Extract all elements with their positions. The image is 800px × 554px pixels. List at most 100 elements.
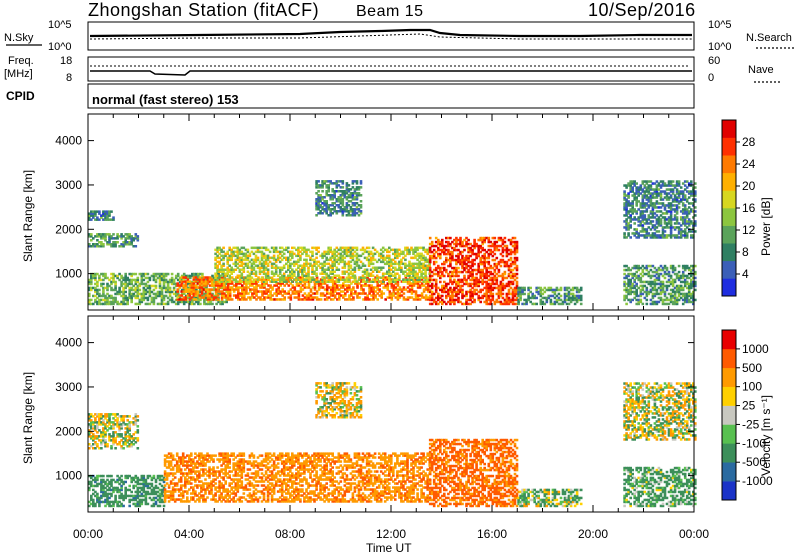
echo-cell bbox=[683, 264, 687, 268]
echo-cell bbox=[461, 302, 464, 306]
echo-cell bbox=[655, 200, 659, 203]
echo-cell bbox=[337, 262, 341, 266]
echo-cell bbox=[335, 186, 339, 189]
echo-cell bbox=[301, 274, 304, 277]
echo-cell bbox=[92, 302, 95, 306]
echo-cell bbox=[386, 296, 390, 299]
echo-cell bbox=[381, 274, 385, 277]
echo-cell bbox=[565, 302, 569, 306]
echo-cell bbox=[509, 256, 513, 260]
echo-cell bbox=[230, 252, 233, 256]
echo-cell bbox=[355, 208, 359, 211]
echo-cell bbox=[382, 282, 385, 285]
echo-cell bbox=[430, 254, 434, 258]
echo-cell bbox=[352, 286, 355, 289]
echo-cell bbox=[692, 296, 695, 300]
echo-cell bbox=[343, 208, 347, 211]
echo-cell bbox=[144, 282, 148, 286]
echo-cell bbox=[543, 286, 547, 290]
echo-cell bbox=[471, 258, 474, 262]
echo-cell bbox=[180, 298, 183, 301]
echo-cell bbox=[443, 244, 446, 248]
echo-cell bbox=[649, 222, 653, 225]
echo-cell bbox=[106, 292, 109, 296]
echo-cell bbox=[633, 192, 636, 195]
echo-cell bbox=[323, 250, 326, 254]
echo-cell bbox=[679, 276, 683, 280]
echo-cell bbox=[170, 290, 174, 294]
echo-cell bbox=[236, 262, 240, 266]
echo-cell bbox=[240, 272, 244, 275]
echo-cell bbox=[120, 235, 123, 238]
echo-cell bbox=[447, 290, 450, 294]
echo-cell bbox=[432, 248, 436, 252]
echo-cell bbox=[681, 222, 685, 225]
echo-cell bbox=[280, 278, 284, 281]
echo-cell bbox=[631, 212, 634, 215]
echo-cell bbox=[511, 280, 515, 284]
echo-cell bbox=[254, 274, 258, 277]
echo-cell bbox=[307, 292, 311, 295]
echo-cell bbox=[353, 210, 357, 213]
echo-cell bbox=[166, 284, 170, 288]
echo-cell bbox=[541, 296, 545, 300]
echo-cell bbox=[383, 256, 387, 260]
echo-cell bbox=[345, 270, 349, 273]
echo-cell bbox=[404, 264, 407, 267]
echo-cell bbox=[96, 282, 99, 286]
echo-cell bbox=[226, 292, 230, 295]
echo-cell bbox=[124, 233, 127, 236]
echo-cell bbox=[641, 264, 645, 268]
echo-cell bbox=[457, 266, 460, 270]
echo-cell bbox=[667, 302, 671, 306]
echo-cell bbox=[278, 250, 282, 254]
echo-cell bbox=[230, 286, 234, 289]
echo-cell bbox=[659, 222, 663, 225]
echo-cell bbox=[390, 296, 394, 299]
echo-cell bbox=[414, 250, 417, 254]
echo-cell bbox=[449, 258, 452, 262]
echo-cell bbox=[112, 276, 115, 280]
echo-cell bbox=[513, 246, 517, 250]
echo-cell bbox=[319, 196, 322, 199]
echo-cell bbox=[270, 270, 274, 273]
echo-cell bbox=[120, 294, 123, 298]
echo-cell bbox=[633, 218, 636, 221]
echo-cell bbox=[690, 270, 693, 274]
echo-cell bbox=[132, 239, 135, 242]
echo-cell bbox=[323, 264, 326, 267]
echo-cell bbox=[325, 262, 328, 266]
echo-cell bbox=[335, 280, 339, 283]
echo-cell bbox=[130, 294, 133, 298]
echo-cell bbox=[218, 252, 221, 256]
echo-cell bbox=[513, 274, 517, 278]
echo-cell bbox=[329, 272, 332, 275]
echo-cell bbox=[264, 272, 268, 275]
echo-cell bbox=[473, 252, 476, 256]
echo-cell bbox=[426, 290, 430, 293]
echo-cell bbox=[559, 286, 563, 290]
echo-cell bbox=[329, 210, 332, 213]
echo-cell bbox=[285, 280, 288, 283]
echo-cell bbox=[491, 236, 495, 240]
echo-cell bbox=[305, 296, 309, 299]
echo-cell bbox=[655, 186, 659, 189]
echo-cell bbox=[677, 200, 681, 203]
echo-cell bbox=[122, 245, 125, 248]
echo-cell bbox=[651, 302, 655, 306]
echo-cell bbox=[655, 282, 659, 286]
cpid-panel: CPID normal (fast stereo) 153 bbox=[6, 83, 695, 109]
echo-cell bbox=[629, 226, 632, 229]
echo-cell bbox=[307, 262, 310, 266]
echo-cell bbox=[373, 248, 377, 252]
echo-cell bbox=[180, 292, 184, 296]
echo-cell bbox=[645, 204, 649, 207]
echo-cell bbox=[264, 262, 268, 266]
echo-cell bbox=[289, 270, 292, 273]
echo-cell bbox=[445, 294, 448, 298]
echo-cell bbox=[455, 238, 458, 242]
echo-cell bbox=[245, 290, 248, 293]
echo-cell bbox=[242, 266, 246, 269]
echo-cell bbox=[495, 278, 499, 282]
echo-cell bbox=[428, 276, 432, 280]
